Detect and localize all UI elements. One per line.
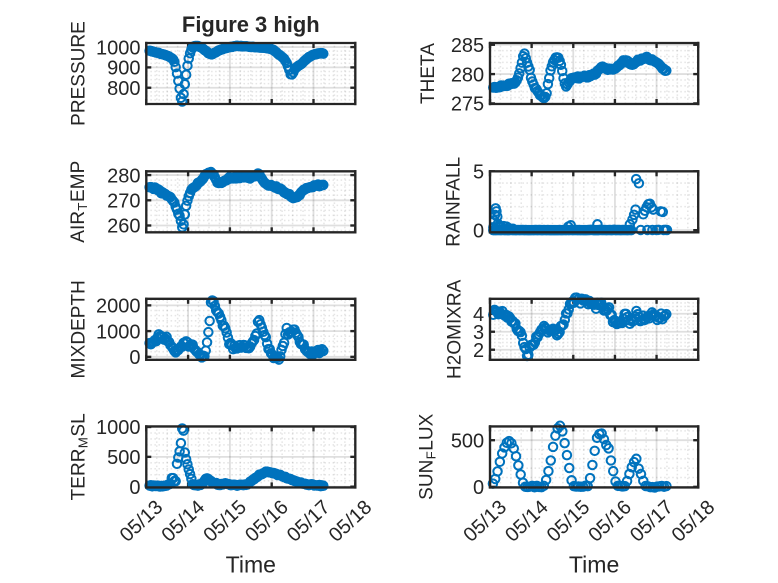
svg-text:1000: 1000 [96,321,140,343]
svg-text:900: 900 [107,58,140,80]
svg-text:THETA: THETA [418,43,439,104]
svg-text:Time: Time [569,552,619,578]
svg-text:A I R E: A I R E M P T [64,154,90,242]
svg-text:2: 2 [473,340,484,362]
svg-text:0: 0 [473,220,484,242]
svg-text:1000: 1000 [96,417,140,439]
svg-text:H2OMIXRA: H2OMIXRA [445,279,466,379]
svg-text:T E R R: T E R R S L M [64,407,90,500]
svg-text:270: 270 [107,191,140,213]
svg-text:280: 280 [107,165,140,187]
svg-text:280: 280 [451,64,484,86]
svg-text:0: 0 [129,347,140,369]
svg-text:PRESSURE: PRESSURE [69,21,90,126]
svg-text:285: 285 [451,35,484,57]
svg-text:0: 0 [129,477,140,499]
svg-text:Figure 3 high: Figure 3 high [182,12,320,37]
svg-text:500: 500 [451,430,484,452]
svg-text:S U N L: S U N L U X F [412,407,438,499]
svg-text:5: 5 [473,162,484,184]
svg-text:3: 3 [473,322,484,344]
svg-text:0: 0 [473,477,484,499]
svg-text:RAINFALL: RAINFALL [443,157,464,247]
svg-text:4: 4 [473,304,484,326]
svg-text:275: 275 [451,94,484,116]
svg-text:260: 260 [107,216,140,238]
svg-text:MIXDEPTH: MIXDEPTH [69,280,90,378]
svg-text:500: 500 [107,447,140,469]
svg-text:Time: Time [226,552,276,578]
svg-text:800: 800 [107,78,140,100]
svg-text:2000: 2000 [96,296,140,318]
svg-text:1000: 1000 [96,37,140,59]
